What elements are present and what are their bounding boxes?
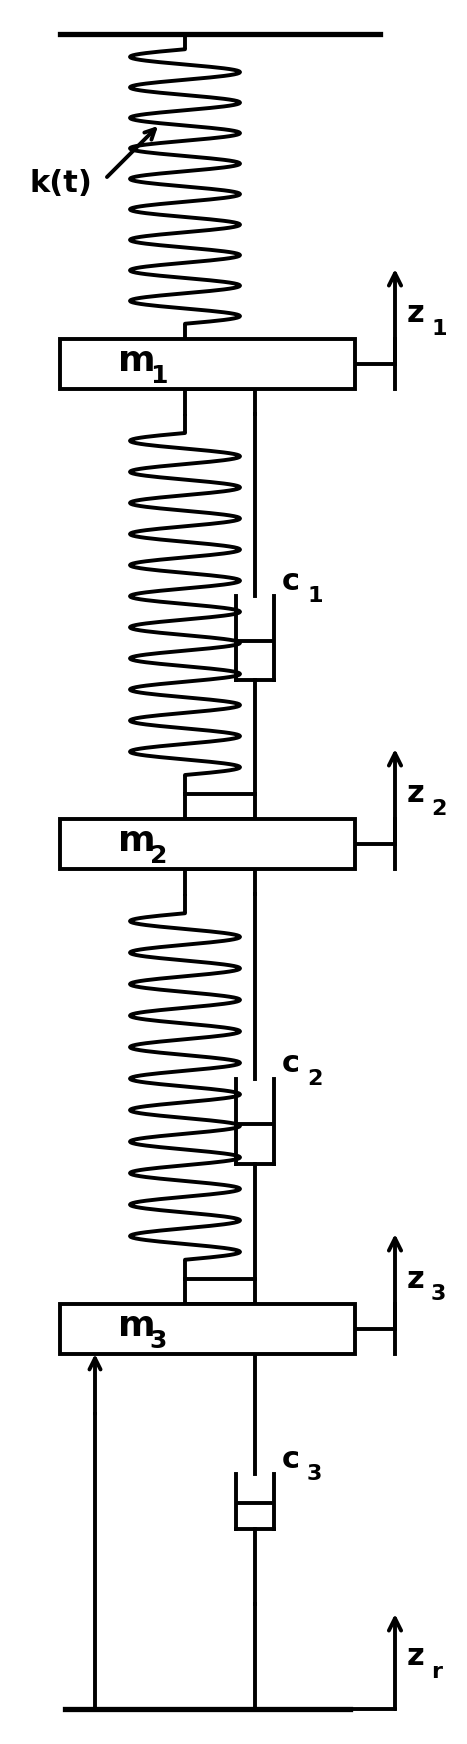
Text: z: z bbox=[407, 1264, 425, 1294]
Bar bbox=[60, 1305, 355, 1353]
Text: 1: 1 bbox=[431, 319, 446, 338]
Text: 3: 3 bbox=[150, 1329, 167, 1353]
Text: m: m bbox=[118, 344, 156, 378]
Text: m: m bbox=[118, 1310, 156, 1343]
Text: 3: 3 bbox=[307, 1463, 322, 1484]
Text: c: c bbox=[282, 567, 300, 596]
Bar bbox=[60, 820, 355, 869]
Text: 1: 1 bbox=[150, 364, 167, 387]
Text: z: z bbox=[407, 1643, 425, 1671]
Text: m: m bbox=[118, 823, 156, 858]
Text: 2: 2 bbox=[431, 799, 446, 820]
Text: c: c bbox=[282, 1444, 300, 1474]
Text: z: z bbox=[407, 780, 425, 809]
Text: 2: 2 bbox=[150, 844, 167, 869]
Text: c: c bbox=[282, 1050, 300, 1078]
Text: 3: 3 bbox=[431, 1284, 446, 1305]
Bar bbox=[60, 338, 355, 389]
Text: k(t): k(t) bbox=[30, 169, 93, 199]
Text: 2: 2 bbox=[307, 1069, 322, 1088]
Text: r: r bbox=[431, 1662, 442, 1681]
Text: z: z bbox=[407, 300, 425, 328]
Text: 1: 1 bbox=[307, 586, 323, 607]
